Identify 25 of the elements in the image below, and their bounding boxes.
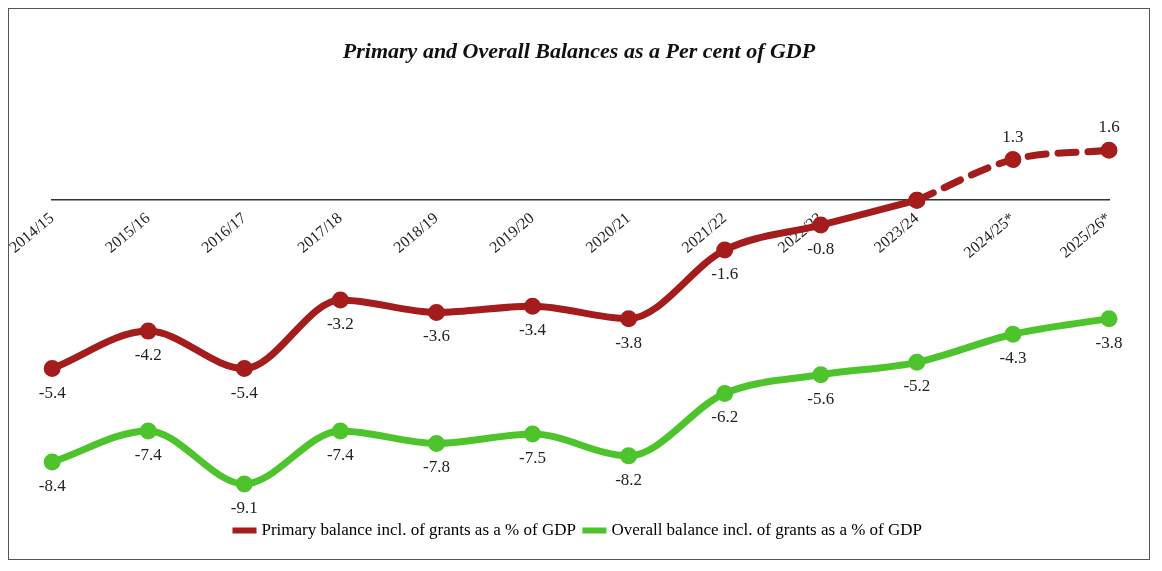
data-label: -9.1 (230, 497, 258, 517)
data-label: -4.3 (999, 348, 1027, 368)
data-label: -5.4 (38, 382, 67, 402)
data-label: -7.4 (134, 444, 163, 464)
legend-label: Overall balance incl. of grants as a % of GDP (611, 519, 923, 539)
data-label: -3.4 (519, 320, 547, 340)
data-label: -5.6 (807, 388, 835, 408)
legend-label: Primary balance incl. of grants as a % of GDP (261, 519, 576, 539)
chart-title: Primary and Overall Balances as a Per cent of GDP (341, 37, 816, 63)
data-label: -4.2 (134, 345, 162, 365)
data-label: -3.8 (1095, 332, 1123, 352)
data-label: -1.6 (711, 264, 739, 284)
data-label: -5.4 (230, 382, 259, 402)
data-label: -8.2 (615, 469, 643, 489)
data-label: -5.2 (903, 376, 931, 396)
data-label: 1.3 (1002, 126, 1024, 146)
data-label: 1.6 (1098, 117, 1120, 137)
data-label: -3.2 (326, 313, 354, 333)
data-label: -3.8 (615, 332, 643, 352)
data-label: -7.8 (423, 457, 450, 477)
data-label: -7.4 (326, 444, 355, 464)
data-label: -3.6 (423, 326, 450, 346)
data-label: -7.5 (519, 448, 547, 467)
data-label: -8.4 (38, 476, 67, 496)
data-label: -6.2 (711, 407, 739, 427)
